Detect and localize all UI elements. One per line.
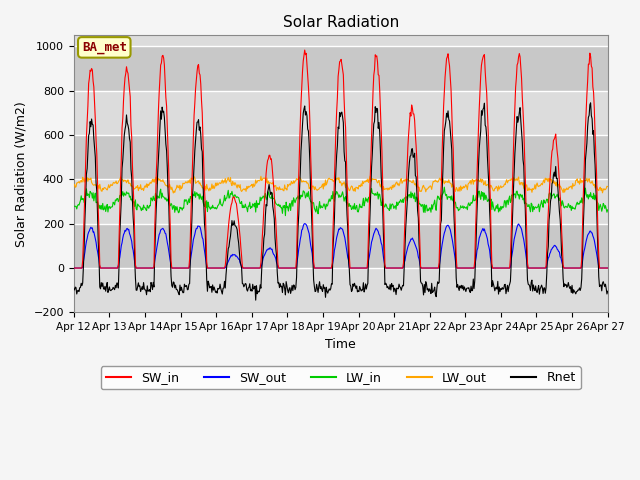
Legend: SW_in, SW_out, LW_in, LW_out, Rnet: SW_in, SW_out, LW_in, LW_out, Rnet <box>100 366 580 389</box>
Text: BA_met: BA_met <box>82 41 127 54</box>
Bar <box>74 135 608 180</box>
Title: Solar Radiation: Solar Radiation <box>283 15 399 30</box>
Y-axis label: Solar Radiation (W/m2): Solar Radiation (W/m2) <box>15 101 28 247</box>
Bar <box>74 91 608 135</box>
Bar <box>74 268 608 312</box>
Bar <box>74 180 608 224</box>
Bar <box>74 47 608 91</box>
X-axis label: Time: Time <box>325 337 356 351</box>
Bar <box>74 224 608 268</box>
